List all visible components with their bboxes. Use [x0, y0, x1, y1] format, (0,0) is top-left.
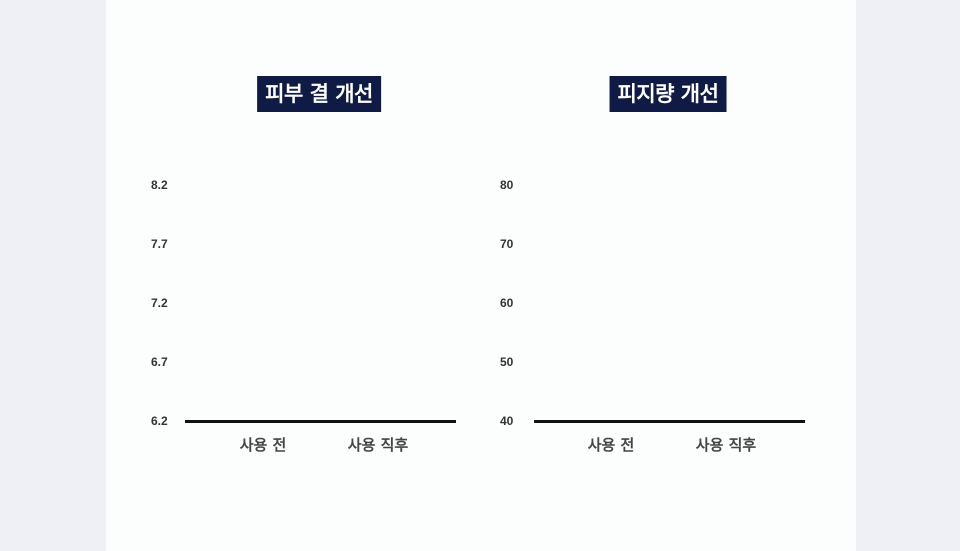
x-tick-label: 사용 직후	[695, 436, 757, 454]
x-axis-line	[185, 420, 456, 423]
y-tick-label: 60	[500, 296, 514, 310]
y-tick-label: 50	[500, 355, 514, 369]
y-tick-label: 8.2	[151, 178, 168, 192]
y-tick-label: 40	[500, 414, 514, 428]
chart-title: 피지량 개선	[609, 76, 727, 112]
x-tick-label: 사용 전	[587, 436, 635, 454]
chart-sebum: 피지량 개선 80 70 60 50 40 사용 전 사용 직후	[500, 0, 830, 551]
y-tick-label: 7.7	[151, 237, 168, 251]
x-tick-label: 사용 직후	[347, 436, 409, 454]
y-tick-label: 80	[500, 178, 514, 192]
chart-title: 피부 결 개선	[257, 76, 381, 112]
y-tick-label: 7.2	[151, 296, 168, 310]
chart-skin-texture: 피부 결 개선 8.2 7.7 7.2 6.7 6.2 사용 전 사용 직후	[151, 0, 481, 551]
x-axis-line	[534, 420, 805, 423]
y-tick-label: 6.7	[151, 355, 168, 369]
content-card	[106, 0, 856, 551]
x-tick-label: 사용 전	[239, 436, 287, 454]
y-tick-label: 70	[500, 237, 514, 251]
y-tick-label: 6.2	[151, 414, 168, 428]
